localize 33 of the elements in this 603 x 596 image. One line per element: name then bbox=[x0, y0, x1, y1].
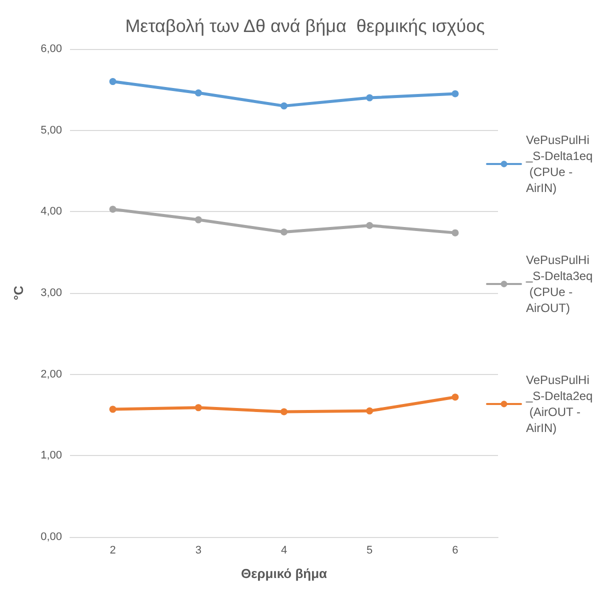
point bbox=[452, 90, 459, 98]
point bbox=[109, 78, 116, 86]
point bbox=[109, 406, 116, 413]
point bbox=[452, 229, 459, 236]
y-tick-label: 2,00 bbox=[40, 368, 62, 380]
point bbox=[194, 404, 202, 412]
point bbox=[194, 89, 202, 96]
x-axis-title: Θερμικό βήμα bbox=[240, 566, 328, 581]
x-tick-label: 6 bbox=[452, 544, 458, 556]
x-tick-label: 4 bbox=[280, 544, 288, 556]
legend-label: VePusPulHi_S-Delta3eq (CPUe - AirOUT) bbox=[525, 253, 593, 315]
point bbox=[194, 216, 202, 224]
y-tick-label: 4,00 bbox=[40, 206, 62, 218]
x-tick-label: 2 bbox=[110, 544, 116, 556]
point bbox=[366, 407, 374, 414]
y-tick-label: 5,00 bbox=[40, 124, 62, 136]
y-tick-label: 1,00 bbox=[40, 450, 62, 462]
y-tick-label: 0,00 bbox=[40, 531, 62, 543]
point bbox=[280, 228, 288, 236]
point bbox=[452, 394, 459, 401]
point bbox=[280, 408, 288, 416]
y-tick-label: 3,00 bbox=[40, 287, 62, 299]
x-tick-label: 3 bbox=[195, 544, 202, 556]
point bbox=[366, 94, 374, 102]
chart-title: Μεταβολή των Δθ ανά βήμα θερμικής ισχύος bbox=[125, 16, 486, 36]
x-tick-label: 5 bbox=[366, 544, 373, 556]
legend-label: VePusPulHi_S-Delta2eq (AirOUT - AirIN) bbox=[525, 373, 593, 435]
y-axis-title: °C bbox=[11, 285, 26, 300]
point bbox=[280, 102, 288, 110]
legend-label: VePusPulHi_S-Delta1eq (CPUe - AirIN) bbox=[525, 133, 593, 195]
point bbox=[366, 222, 374, 229]
point bbox=[109, 206, 116, 213]
y-tick-label: 6,00 bbox=[40, 43, 62, 55]
